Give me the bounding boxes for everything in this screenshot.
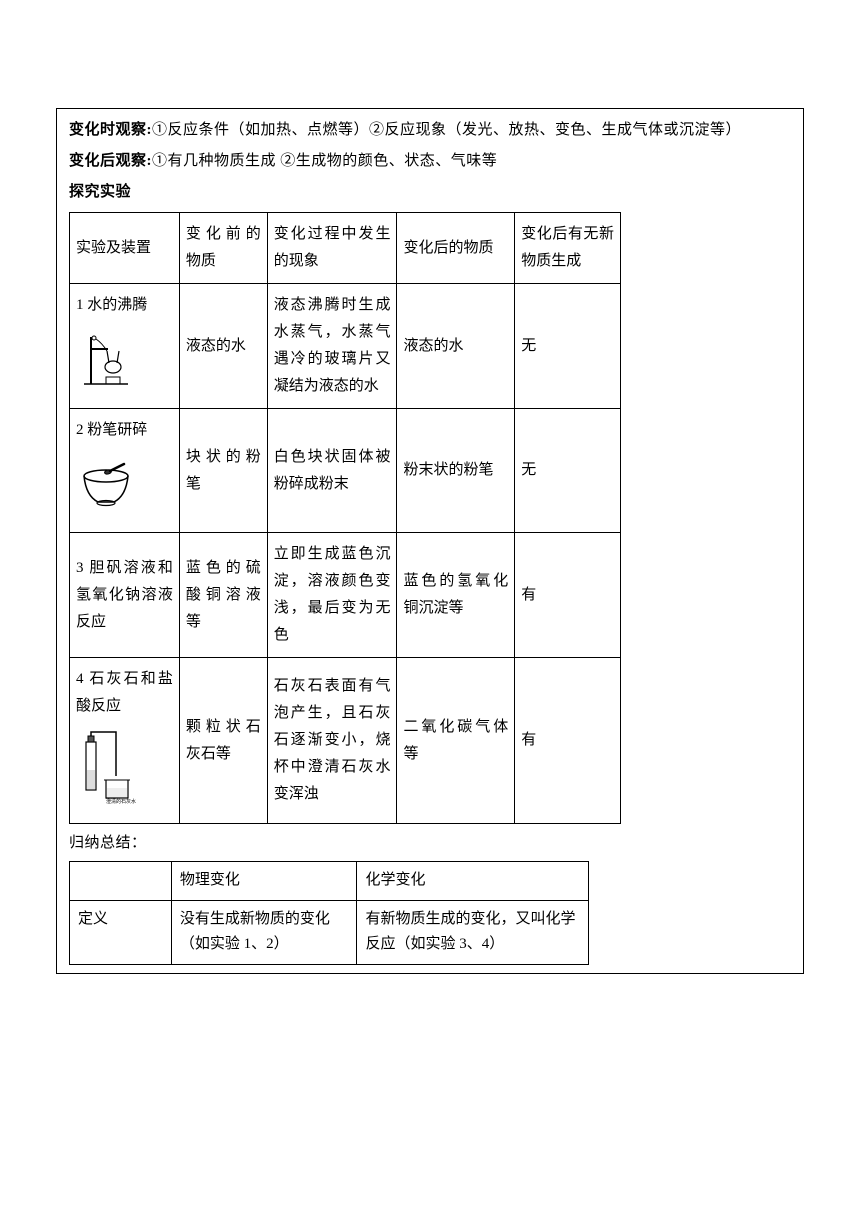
exp-title: 4 石灰石和盐酸反应: [76, 666, 173, 720]
cell-process: 立即生成蓝色沉淀，溶液颜色变浅，最后变为无色: [267, 533, 397, 658]
header-before: 变化前的物质: [179, 213, 267, 284]
summary-table: 物理变化 化学变化 定义 没有生成新物质的变化（如实验 1、2） 有新物质生成的…: [69, 861, 589, 965]
summary-physical-def: 没有生成新物质的变化（如实验 1、2）: [171, 900, 357, 964]
summary-blank: [70, 862, 172, 901]
cell-apparatus: 2 粉笔研碎: [70, 409, 180, 533]
experiment-heading: 探究实验: [69, 179, 791, 206]
table-row: 1 水的沸腾 液态的水 液态沸腾时生成水蒸气，水蒸气遇冷的玻璃片又凝结为液态的水…: [70, 284, 621, 409]
exp-title: 1 水的沸腾: [76, 292, 173, 319]
observe-during-label: 变化时观察:: [69, 122, 152, 138]
observe-during: 变化时观察:①反应条件（如加热、点燃等）②反应现象（发光、放热、变色、生成气体或…: [69, 117, 791, 144]
header-apparatus: 实验及装置: [70, 213, 180, 284]
summary-label: 归纳总结：: [69, 830, 791, 857]
table-row: 4 石灰石和盐酸反应 澄清的石灰水 颗粒状石灰石等 石灰石表面有气泡产生，且石灰…: [70, 658, 621, 824]
cell-new: 无: [515, 284, 621, 409]
summary-chemical-header: 化学变化: [357, 862, 589, 901]
observe-during-text: ①反应条件（如加热、点燃等）②反应现象（发光、放热、变色、生成气体或沉淀等）: [152, 122, 741, 138]
cell-after: 液态的水: [397, 284, 515, 409]
table-row: 3 胆矾溶液和氢氧化钠溶液反应 蓝色的硫酸铜溶液等 立即生成蓝色沉淀，溶液颜色变…: [70, 533, 621, 658]
cell-before: 块状的粉笔: [179, 409, 267, 533]
cell-process: 石灰石表面有气泡产生，且石灰石逐渐变小，烧杯中澄清石灰水变浑浊: [267, 658, 397, 824]
cell-process: 液态沸腾时生成水蒸气，水蒸气遇冷的玻璃片又凝结为液态的水: [267, 284, 397, 409]
observe-after-text: ①有几种物质生成 ②生成物的颜色、状态、气味等: [152, 153, 497, 169]
cell-apparatus: 4 石灰石和盐酸反应 澄清的石灰水: [70, 658, 180, 824]
cell-apparatus: 1 水的沸腾: [70, 284, 180, 409]
svg-text:澄清的石灰水: 澄清的石灰水: [106, 798, 136, 805]
table-header-row: 物理变化 化学变化: [70, 862, 589, 901]
table-row: 定义 没有生成新物质的变化（如实验 1、2） 有新物质生成的变化，又叫化学反应（…: [70, 900, 589, 964]
observe-after: 变化后观察:①有几种物质生成 ②生成物的颜色、状态、气味等: [69, 148, 791, 175]
cell-after: 粉末状的粉笔: [397, 409, 515, 533]
observe-after-label: 变化后观察:: [69, 153, 152, 169]
summary-physical-header: 物理变化: [171, 862, 357, 901]
cell-after: 蓝色的氢氧化铜沉淀等: [397, 533, 515, 658]
cell-before: 颗粒状石灰石等: [179, 658, 267, 824]
table-row: 2 粉笔研碎 块状的粉笔 白色块状固体被粉碎成粉末 粉末状的粉笔 无: [70, 409, 621, 533]
boiling-water-icon: [76, 329, 136, 389]
cell-before: 液态的水: [179, 284, 267, 409]
experiment-table: 实验及装置 变化前的物质 变化过程中发生的现象 变化后的物质 变化后有无新物质生…: [69, 212, 621, 824]
header-process: 变化过程中发生的现象: [267, 213, 397, 284]
cell-process: 白色块状固体被粉碎成粉末: [267, 409, 397, 533]
cell-new: 无: [515, 409, 621, 533]
mortar-pestle-icon: [76, 454, 136, 514]
header-after: 变化后的物质: [397, 213, 515, 284]
summary-chemical-def: 有新物质生成的变化，又叫化学反应（如实验 3、4）: [357, 900, 589, 964]
cell-new: 有: [515, 533, 621, 658]
cell-after: 二氧化碳气体等: [397, 658, 515, 824]
content-frame: 变化时观察:①反应条件（如加热、点燃等）②反应现象（发光、放热、变色、生成气体或…: [56, 108, 804, 974]
table-header-row: 实验及装置 变化前的物质 变化过程中发生的现象 变化后的物质 变化后有无新物质生…: [70, 213, 621, 284]
cell-apparatus: 3 胆矾溶液和氢氧化钠溶液反应: [70, 533, 180, 658]
exp-title: 2 粉笔研碎: [76, 417, 173, 444]
cell-new: 有: [515, 658, 621, 824]
header-new: 变化后有无新物质生成: [515, 213, 621, 284]
gas-collection-icon: 澄清的石灰水: [76, 730, 136, 805]
summary-row-label: 定义: [70, 900, 172, 964]
cell-before: 蓝色的硫酸铜溶液等: [179, 533, 267, 658]
